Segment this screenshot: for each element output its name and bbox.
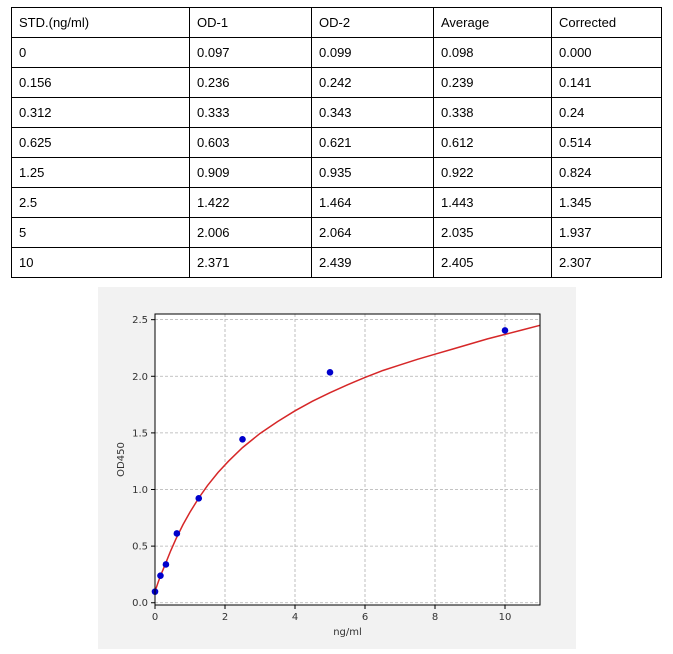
table-row: 0.625 0.603 0.621 0.612 0.514 <box>11 127 662 158</box>
cell-std: 2.5 <box>11 187 190 218</box>
data-point <box>501 327 509 334</box>
table-row: 10 2.371 2.439 2.405 2.307 <box>11 247 662 278</box>
cell-od1: 2.371 <box>189 247 312 278</box>
header-std: STD.(ng/ml) <box>11 7 190 38</box>
table-row: 0 0.097 0.099 0.098 0.000 <box>11 37 662 68</box>
cell-average: 0.338 <box>433 97 552 128</box>
x-tick-label: 0 <box>152 612 158 623</box>
y-axis-title: OD450 <box>116 442 127 477</box>
plot-area <box>155 314 540 605</box>
table-row: 2.5 1.422 1.464 1.443 1.345 <box>11 187 662 218</box>
y-tick-label: 0.0 <box>132 598 148 609</box>
cell-std: 5 <box>11 217 190 248</box>
y-tick-label: 2.5 <box>132 315 148 326</box>
y-tick-label: 0.5 <box>132 542 148 553</box>
x-axis-title: ng/ml <box>333 627 362 638</box>
cell-average: 2.035 <box>433 217 552 248</box>
fit-curve <box>154 324 541 592</box>
cell-corrected: 0.24 <box>551 97 662 128</box>
cell-average: 0.612 <box>433 127 552 158</box>
cell-od2: 0.343 <box>311 97 434 128</box>
cell-od1: 0.909 <box>189 157 312 188</box>
cell-od2: 0.621 <box>311 127 434 158</box>
table-header-row: STD.(ng/ml) OD-1 OD-2 Average Corrected <box>11 7 662 38</box>
cell-od1: 0.333 <box>189 97 312 128</box>
y-tick-label: 1.5 <box>132 428 148 439</box>
cell-od2: 2.439 <box>311 247 434 278</box>
header-od2: OD-2 <box>311 7 434 38</box>
y-tick-label: 2.0 <box>132 372 148 383</box>
cell-od2: 0.242 <box>311 67 434 98</box>
data-point <box>239 436 246 443</box>
table-row: 1.25 0.909 0.935 0.922 0.824 <box>11 157 662 188</box>
data-point <box>157 572 164 579</box>
cell-average: 0.922 <box>433 157 552 188</box>
standard-curve-chart-panel: 0 2 4 6 8 10 0.0 0.5 1.0 1.5 2.0 2.5 ng/ml OD450 <box>98 287 576 649</box>
cell-corrected: 0.514 <box>551 127 662 158</box>
cell-std: 0 <box>11 37 190 68</box>
cell-corrected: 0.141 <box>551 67 662 98</box>
header-od1: OD-1 <box>189 7 312 38</box>
cell-od1: 1.422 <box>189 187 312 218</box>
data-point <box>195 495 203 502</box>
gridlines <box>154 314 540 605</box>
axes: 0 2 4 6 8 10 0.0 0.5 1.0 1.5 2.0 2.5 <box>132 315 511 623</box>
data-points-layer <box>151 327 509 595</box>
plot-frame <box>154 313 541 606</box>
x-tick-label: 8 <box>432 612 438 623</box>
standard-curve-table: STD.(ng/ml) OD-1 OD-2 Average Corrected … <box>11 7 662 278</box>
data-point <box>173 530 181 537</box>
x-tick-label: 2 <box>222 612 228 623</box>
table-row: 0.156 0.236 0.242 0.239 0.141 <box>11 67 662 98</box>
cell-std: 0.312 <box>11 97 190 128</box>
fit-curve-layer <box>154 324 541 592</box>
cell-od1: 2.006 <box>189 217 312 248</box>
y-tick-label: 1.0 <box>132 485 148 496</box>
cell-od2: 0.935 <box>311 157 434 188</box>
cell-corrected: 2.307 <box>551 247 662 278</box>
cell-od1: 0.097 <box>189 37 312 68</box>
cell-od2: 0.099 <box>311 37 434 68</box>
cell-std: 0.156 <box>11 67 190 98</box>
x-tick-label: 10 <box>499 612 512 623</box>
cell-corrected: 1.937 <box>551 217 662 248</box>
cell-od1: 0.236 <box>189 67 312 98</box>
cell-od2: 2.064 <box>311 217 434 248</box>
x-tick-label: 4 <box>292 612 298 623</box>
cell-od1: 0.603 <box>189 127 312 158</box>
cell-std: 0.625 <box>11 127 190 158</box>
cell-std: 1.25 <box>11 157 190 188</box>
standard-curve-chart: 0 2 4 6 8 10 0.0 0.5 1.0 1.5 2.0 2.5 ng/ml OD450 <box>116 313 541 638</box>
data-point <box>326 369 334 376</box>
cell-average: 1.443 <box>433 187 552 218</box>
header-average: Average <box>433 7 552 38</box>
cell-average: 0.098 <box>433 37 552 68</box>
table-row: 5 2.006 2.064 2.035 1.937 <box>11 217 662 248</box>
cell-corrected: 1.345 <box>551 187 662 218</box>
cell-corrected: 0.824 <box>551 157 662 188</box>
data-point <box>162 561 170 568</box>
table-row: 0.312 0.333 0.343 0.338 0.24 <box>11 97 662 128</box>
cell-std: 10 <box>11 247 190 278</box>
cell-average: 0.239 <box>433 67 552 98</box>
x-tick-label: 6 <box>362 612 368 623</box>
cell-corrected: 0.000 <box>551 37 662 68</box>
cell-average: 2.405 <box>433 247 552 278</box>
header-corrected: Corrected <box>551 7 662 38</box>
cell-od2: 1.464 <box>311 187 434 218</box>
